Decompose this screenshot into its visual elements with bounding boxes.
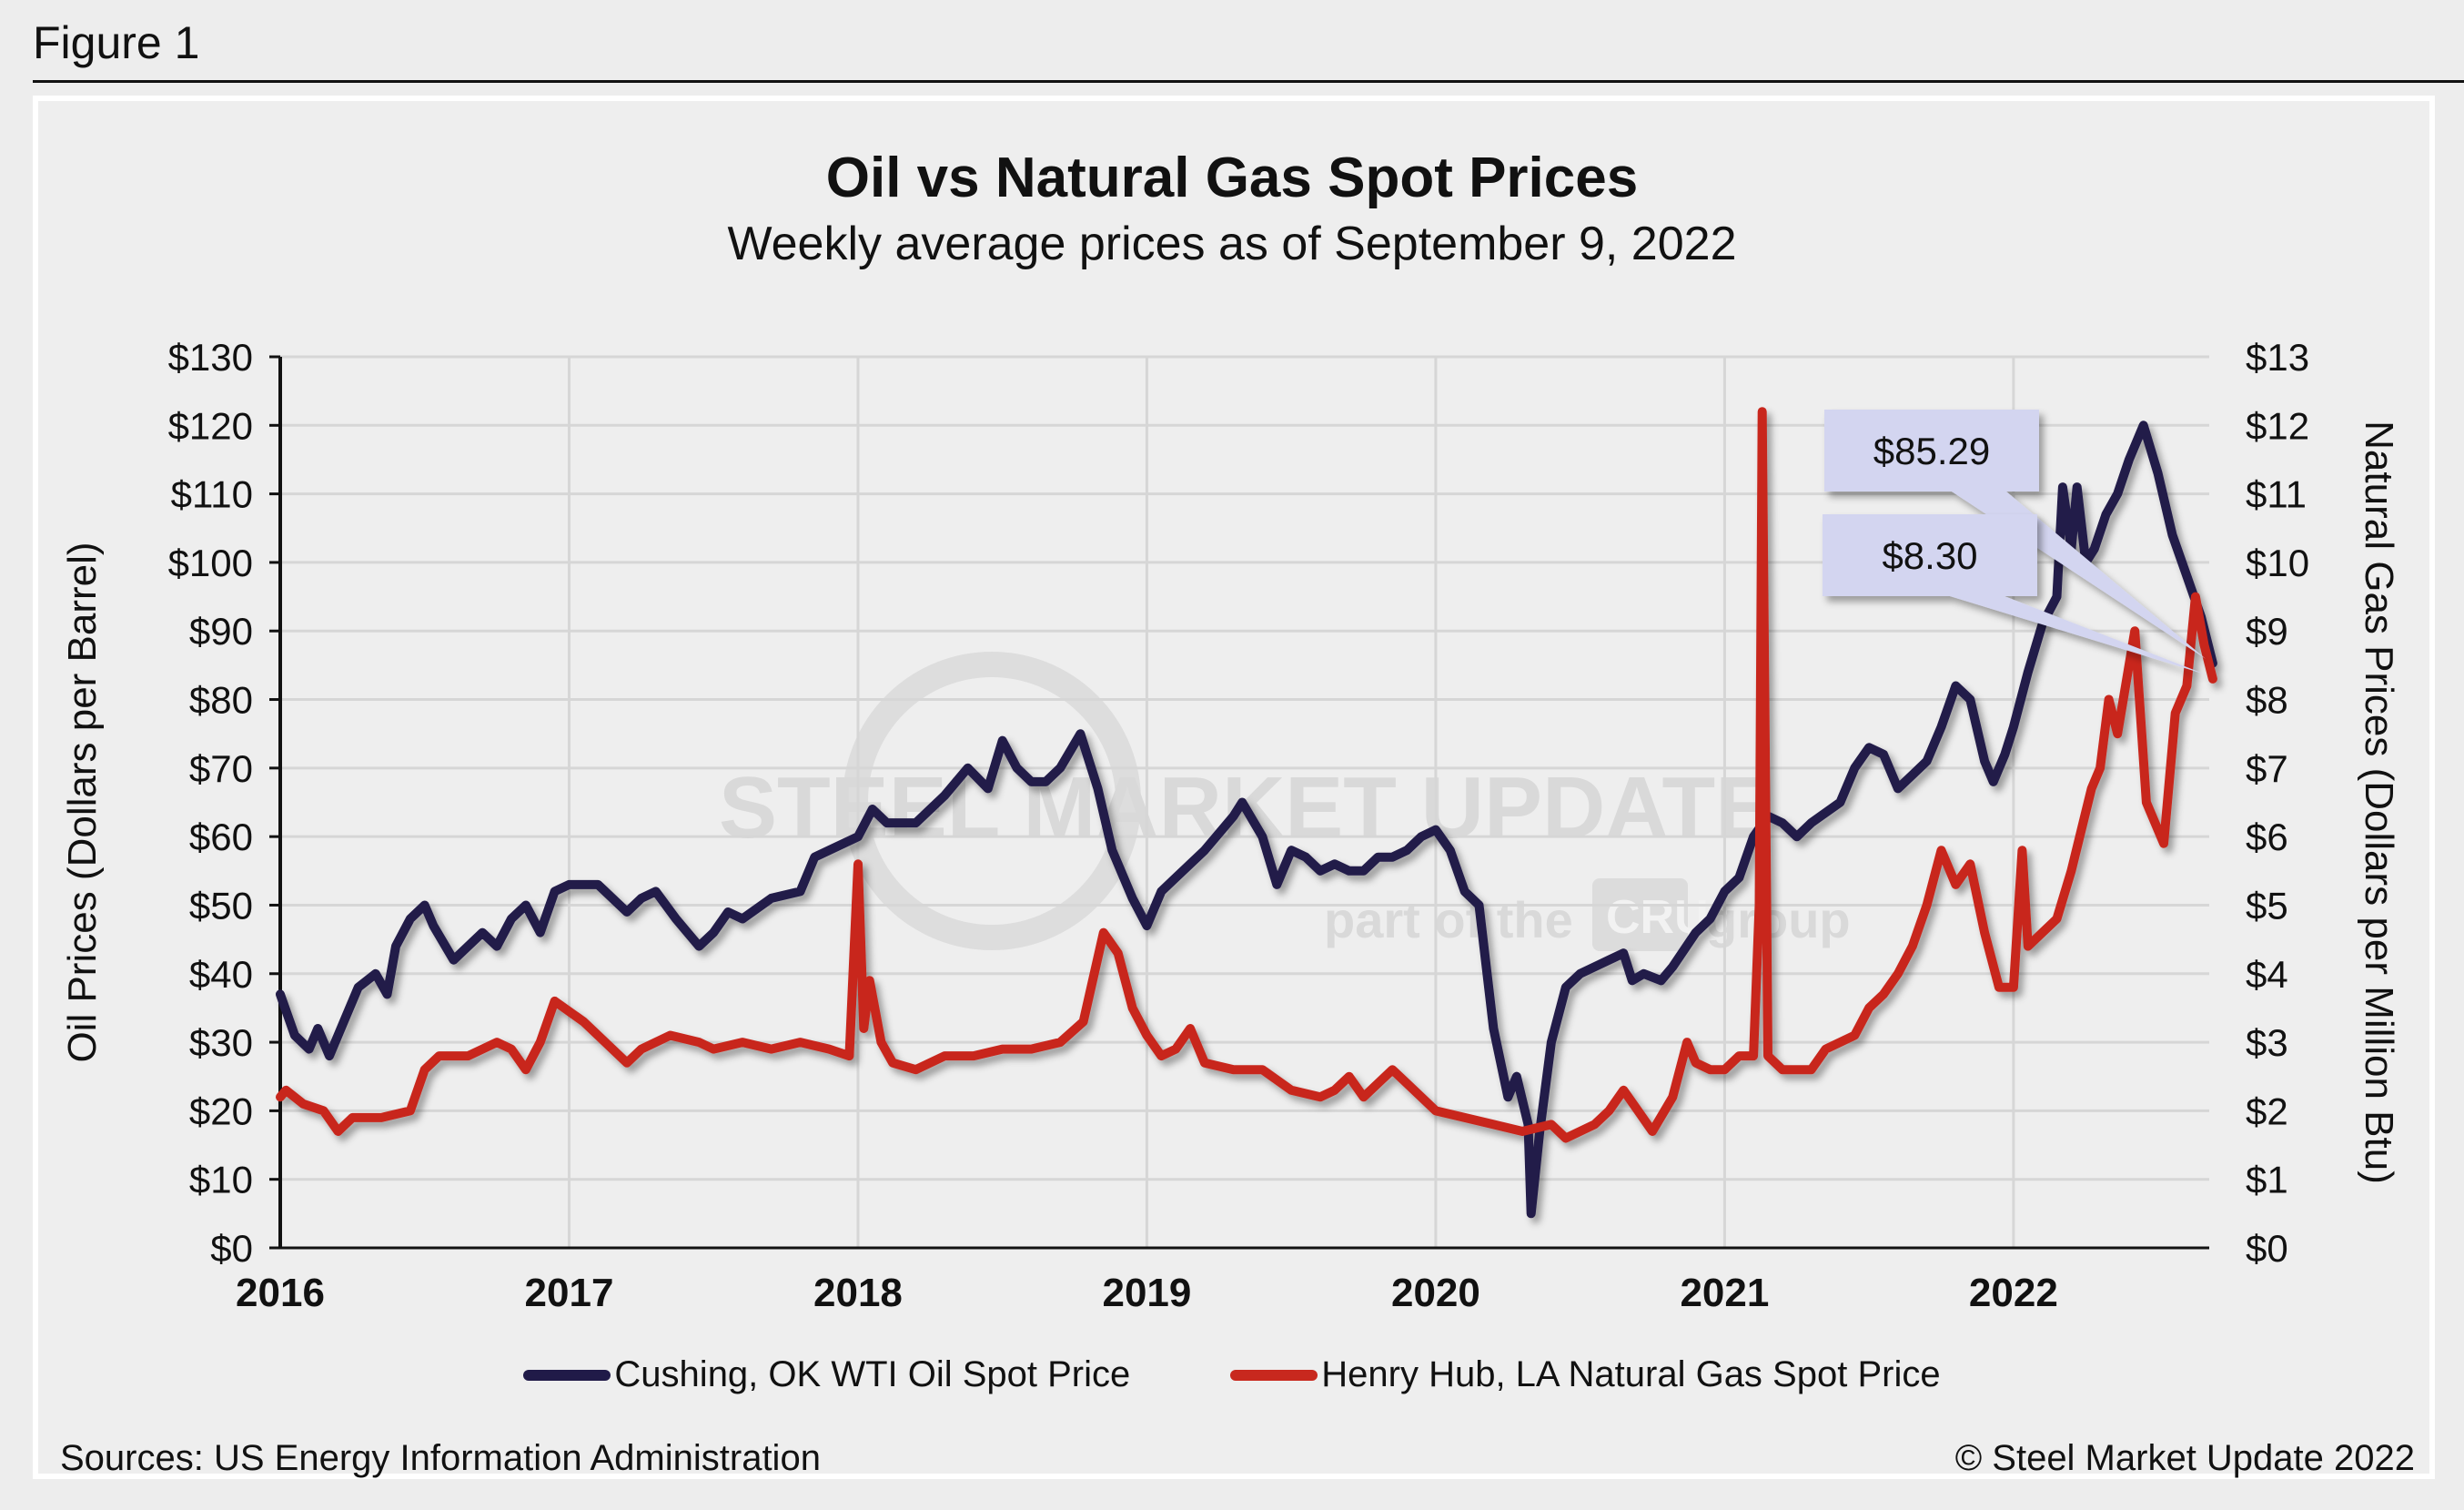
y-axis-label: Oil Prices (Dollars per Barrel) <box>60 542 105 1062</box>
y-tick-label: $130 <box>168 336 253 379</box>
y-tick-label: $40 <box>189 953 253 996</box>
y2-tick-label: $12 <box>2246 404 2309 447</box>
callout-label: $8.30 <box>1882 534 1977 577</box>
x-tick-label: 2018 <box>813 1271 903 1315</box>
legend: Cushing, OK WTI Oil Spot Price Henry Hub… <box>0 1354 2464 1395</box>
y2-tick-label: $10 <box>2246 542 2309 584</box>
y-tick-label: $10 <box>189 1159 253 1201</box>
legend-item-gas[interactable]: Henry Hub, LA Natural Gas Spot Price <box>1230 1354 1941 1395</box>
y-tick-label: $70 <box>189 747 253 790</box>
copyright-note: © Steel Market Update 2022 <box>1954 1438 2415 1478</box>
legend-swatch-gas <box>1230 1369 1318 1381</box>
y2-tick-label: $11 <box>2246 473 2307 516</box>
x-tick-label: 2022 <box>1969 1271 2058 1315</box>
y-tick-label: $0 <box>210 1227 253 1270</box>
y-tick-label: $80 <box>189 679 253 722</box>
callout-gas <box>1823 514 2206 674</box>
legend-swatch-oil <box>523 1369 611 1381</box>
watermark-sub-left: part of the <box>1324 891 1573 948</box>
watermark-sub-right: group <box>1706 891 1851 948</box>
callout-box <box>1824 410 2039 492</box>
y2-axis-ticks: $0 $1 $2 $3 $4 $5 $6 $7 $8 $9 $10 $11 $12 $13 <box>2246 336 2309 1270</box>
watermark: STEEL MARKET UPDATE part of the CRU grou… <box>719 652 1851 951</box>
y-axis-ticks: $0 $10 $20 $30 $40 $50 $60 $70 $80 $90 $100 $110 $12… <box>168 336 253 1270</box>
y-tick-label: $90 <box>189 610 253 653</box>
y2-tick-label: $2 <box>2246 1089 2288 1132</box>
legend-label-oil: Cushing, OK WTI Oil Spot Price <box>614 1354 1131 1394</box>
x-tick-label: 2021 <box>1680 1271 1769 1315</box>
x-axis-ticks: 2016 2017 2018 2019 2020 2021 2022 <box>236 1271 2058 1315</box>
x-tick-label: 2016 <box>236 1271 325 1315</box>
figure-label: Figure 1 <box>33 17 200 68</box>
callouts: $85.29 $8.30 <box>1823 410 2206 674</box>
y2-tick-label: $8 <box>2246 679 2288 722</box>
x-tick-label: 2017 <box>525 1271 614 1315</box>
y2-tick-label: $1 <box>2246 1159 2288 1201</box>
legend-label-gas: Henry Hub, LA Natural Gas Spot Price <box>1321 1354 1941 1394</box>
y-tick-label: $50 <box>189 884 253 927</box>
figure-divider <box>33 80 2464 83</box>
y2-tick-label: $5 <box>2246 884 2288 927</box>
y-tick-label: $110 <box>171 473 253 516</box>
y2-tick-label: $6 <box>2246 816 2288 858</box>
y2-tick-label: $13 <box>2246 336 2309 379</box>
callout-box <box>1823 514 2037 596</box>
x-tick-label: 2019 <box>1102 1271 1191 1315</box>
series-line-oil <box>276 421 2217 1219</box>
chart-title: Oil vs Natural Gas Spot Prices <box>825 147 1639 209</box>
y2-axis-label: Natural Gas Prices (Dollars per Million … <box>2357 421 2401 1184</box>
y2-tick-label: $4 <box>2246 953 2288 996</box>
series-line-gas <box>276 407 2217 1143</box>
chart-subtitle: Weekly average prices as of September 9,… <box>727 218 1737 270</box>
callout-pointer <box>1950 596 2206 674</box>
y-tick-label: $100 <box>168 542 253 584</box>
y2-tick-label: $3 <box>2246 1021 2288 1064</box>
watermark-badge <box>1592 878 1688 951</box>
y2-tick-label: $7 <box>2246 747 2288 790</box>
legend-item-oil[interactable]: Cushing, OK WTI Oil Spot Price <box>523 1354 1130 1395</box>
y2-tick-label: $9 <box>2246 610 2288 653</box>
y2-tick-label: $0 <box>2246 1227 2288 1270</box>
y-tick-label: $30 <box>189 1021 253 1064</box>
gridlines <box>280 355 2209 1248</box>
source-note: Sources: US Energy Information Administr… <box>60 1438 821 1478</box>
watermark-ring <box>843 652 1141 950</box>
y-tick-label: $20 <box>189 1089 253 1132</box>
x-tick-label: 2020 <box>1391 1271 1480 1315</box>
y-tick-label: $60 <box>189 816 253 858</box>
callout-label: $85.29 <box>1873 430 1990 472</box>
series-lines <box>276 407 2217 1219</box>
y-tick-label: $120 <box>168 404 253 447</box>
